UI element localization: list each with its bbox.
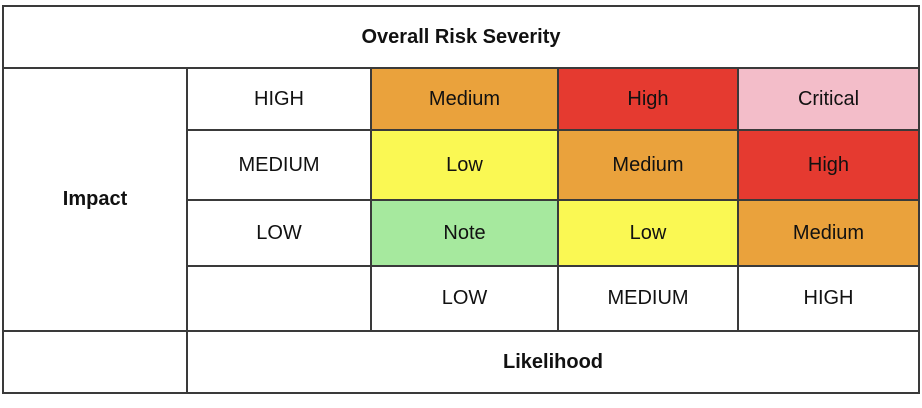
impact-axis-label: Impact (2, 67, 188, 332)
impact-medium-row: MEDIUM Low Medium High (3, 129, 920, 201)
cell-impact-high-likelihood-low: Medium (370, 67, 559, 131)
impact-low-row: LOW Note Low Medium (3, 199, 920, 267)
risk-severity-matrix: Overall Risk Severity Impact HIGH Medium… (2, 5, 920, 394)
impact-level-high: HIGH (186, 67, 372, 131)
cell-impact-low-likelihood-medium: Low (557, 199, 739, 267)
cell-impact-low-likelihood-low: Note (370, 199, 559, 267)
bottom-left-spacer-cell (2, 330, 188, 394)
likelihood-axis-label: Likelihood (186, 330, 920, 394)
impact-high-row: Impact HIGH Medium High Critical (2, 67, 920, 332)
impact-level-medium: MEDIUM (186, 129, 372, 201)
likelihood-axis-row: Likelihood (2, 330, 920, 394)
cell-impact-high-likelihood-high: Critical (737, 67, 920, 131)
table-title: Overall Risk Severity (2, 5, 920, 69)
spacer-cell (186, 265, 372, 332)
cell-impact-medium-likelihood-low: Low (370, 129, 559, 201)
likelihood-level-high: HIGH (737, 265, 920, 332)
likelihood-level-medium: MEDIUM (557, 265, 739, 332)
impact-level-low: LOW (186, 199, 372, 267)
likelihood-level-low: LOW (370, 265, 559, 332)
cell-impact-medium-likelihood-medium: Medium (557, 129, 739, 201)
title-row: Overall Risk Severity (2, 5, 920, 69)
cell-impact-high-likelihood-medium: High (557, 67, 739, 131)
cell-impact-medium-likelihood-high: High (737, 129, 920, 201)
cell-impact-low-likelihood-high: Medium (737, 199, 920, 267)
likelihood-levels-row: LOW MEDIUM HIGH (3, 265, 920, 332)
